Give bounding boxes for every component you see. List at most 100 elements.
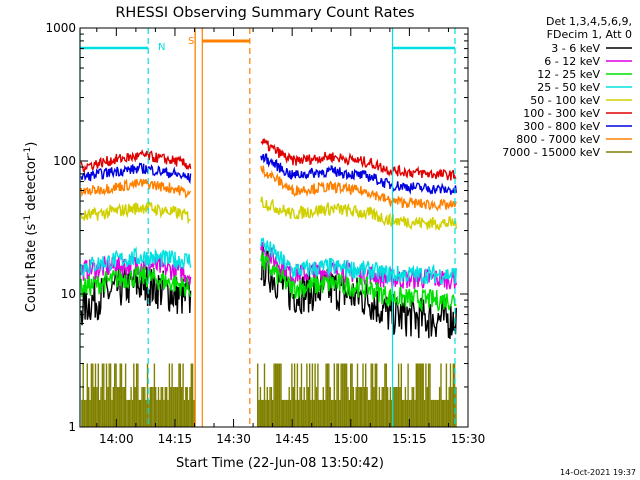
noise-bar (437, 399, 439, 427)
series-lines (80, 137, 457, 340)
legend-entry-label: 6 - 12 keV (544, 55, 600, 68)
noise-bar (370, 363, 372, 427)
noise-bar (101, 363, 104, 427)
noise-bar (86, 363, 88, 427)
y-axis-label-sup1: -1 (23, 215, 33, 224)
noise-bar (386, 387, 389, 427)
noise-bar (112, 387, 114, 427)
noise-bar (134, 387, 136, 427)
chart-title: RHESSI Observing Summary Count Rates (115, 5, 414, 21)
plot-frame (79, 27, 469, 428)
noise-bar (430, 399, 433, 427)
legend-header-line1: Det 1,3,4,5,6,9, (546, 15, 632, 28)
noise-bar (131, 399, 134, 427)
noise-bar (163, 399, 165, 427)
noise-bar (339, 399, 341, 427)
noise-bar (341, 363, 344, 427)
noise-bar (127, 399, 130, 427)
noise-bar (425, 363, 427, 427)
noise-bar (141, 387, 143, 427)
noise-bar (83, 399, 86, 427)
series-line-50-100-kev (80, 200, 191, 225)
noise-bar (313, 399, 315, 427)
noise-bar (175, 387, 177, 427)
attenuator-noise-fill (81, 363, 457, 427)
noise-bar (440, 363, 442, 427)
noise-bar (343, 363, 345, 427)
noise-bar (451, 387, 453, 427)
x-tick-label: 14:15 (158, 432, 193, 446)
noise-bar (345, 363, 348, 427)
noise-bar (374, 363, 376, 427)
noise-bar (258, 399, 260, 427)
series-line-100-300-kev (260, 137, 457, 181)
noise-bar (380, 399, 382, 427)
x-tick-label: 15:30 (451, 432, 486, 446)
noise-bar (296, 363, 299, 427)
noise-bar (389, 387, 392, 427)
noise-bar (330, 399, 333, 427)
series-line-12-25-kev (260, 251, 457, 313)
noise-bar (123, 387, 125, 427)
noise-bar (144, 387, 146, 427)
noise-bar (103, 363, 105, 427)
noise-bar (176, 387, 179, 427)
noise-bar (371, 363, 374, 427)
noise-bar (193, 399, 195, 427)
noise-bar (111, 399, 113, 427)
noise-bar (155, 387, 157, 427)
noise-bar (185, 387, 187, 427)
noise-bar (385, 363, 387, 427)
noise-bar (145, 399, 147, 427)
series-line-6-12-kev (80, 255, 192, 285)
noise-bar (280, 363, 282, 427)
noise-bar (148, 399, 150, 427)
noise-bar (324, 399, 326, 427)
noise-bar (355, 387, 357, 427)
noise-bar (88, 387, 90, 427)
noise-bar (164, 387, 166, 427)
noise-bar (382, 387, 385, 427)
noise-bar (298, 399, 300, 427)
noise-bar (365, 363, 367, 427)
noise-bar (97, 363, 99, 427)
noise-bar (448, 387, 450, 427)
series-line-50-100-kev (260, 196, 457, 231)
noise-bar (270, 387, 273, 427)
noise-bar (445, 363, 448, 427)
noise-bar (378, 387, 381, 427)
noise-bar (146, 363, 149, 427)
noise-bar (421, 363, 423, 427)
noise-bar (81, 399, 83, 427)
series-line-25-50-kev (80, 246, 192, 278)
y-tick-labels: 1 10 100 1000 (45, 21, 76, 434)
noise-bar (434, 399, 437, 427)
noise-bar (447, 399, 449, 427)
noise-bar (381, 387, 383, 427)
noise-bar (129, 399, 131, 427)
noise-bar (104, 399, 106, 427)
noise-bar (347, 387, 349, 427)
series-line-12-25-kev (80, 265, 192, 298)
noise-bar (107, 387, 109, 427)
noise-bar (426, 387, 428, 427)
noise-bar (291, 363, 293, 427)
noise-bar (265, 399, 267, 427)
noise-bar (181, 387, 183, 427)
noise-bar (350, 363, 352, 427)
marker-label-n: N (158, 42, 165, 53)
noise-bar (137, 363, 139, 427)
noise-bar (273, 363, 275, 427)
noise-bar (119, 363, 121, 427)
noise-bar (337, 363, 340, 427)
noise-bar (156, 399, 158, 427)
noise-bar (393, 387, 396, 427)
noise-bar (358, 387, 360, 427)
noise-bar (344, 363, 346, 427)
y-axis-label-end: ) (24, 142, 39, 147)
noise-bar (159, 399, 161, 427)
noise-bar (333, 363, 335, 427)
noise-bar (322, 387, 324, 427)
noise-bar (418, 363, 420, 427)
noise-bar (360, 387, 363, 427)
